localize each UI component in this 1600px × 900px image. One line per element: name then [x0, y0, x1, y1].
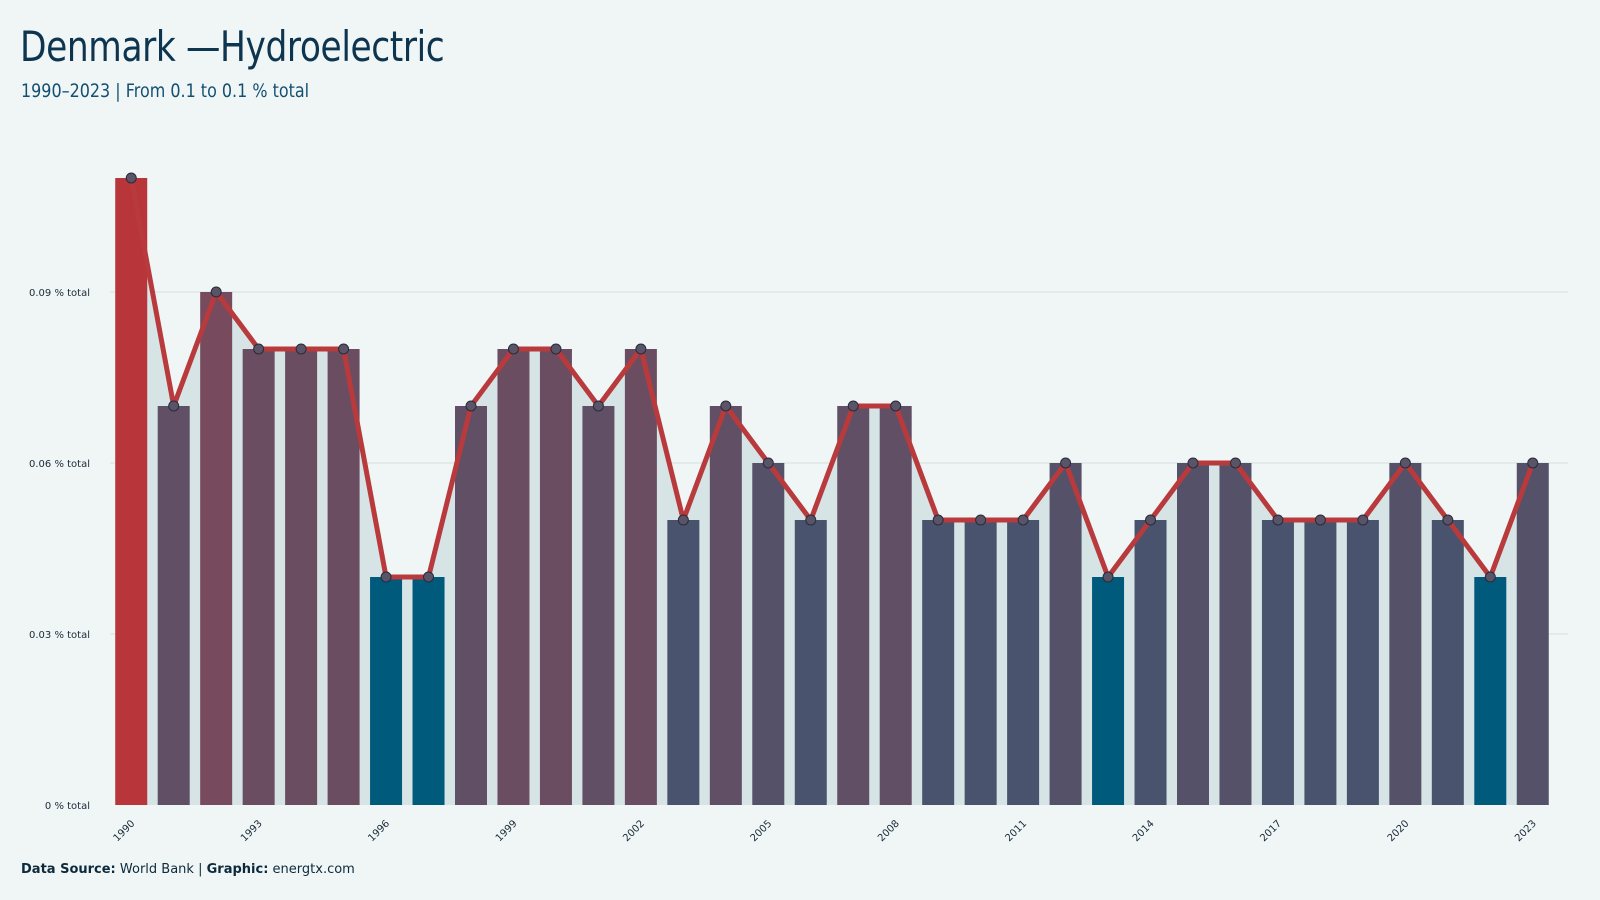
bar-1997	[412, 577, 445, 805]
point-1998	[465, 400, 477, 412]
x-tick-label: 2005	[749, 818, 775, 844]
source-label: Data Source:	[21, 862, 116, 877]
bar-1999	[497, 349, 530, 805]
point-1993	[253, 343, 265, 355]
point-2003	[677, 514, 689, 526]
point-2023	[1527, 457, 1539, 469]
point-2000	[550, 343, 562, 355]
point-2010	[975, 514, 987, 526]
point-2011	[1017, 514, 1029, 526]
bar-2019	[1346, 520, 1379, 805]
point-2022	[1484, 571, 1496, 583]
point-1994	[295, 343, 307, 355]
bar-2013	[1092, 577, 1125, 805]
point-2006	[805, 514, 817, 526]
graphic-label: Graphic:	[206, 862, 269, 877]
bar-2000	[539, 349, 572, 805]
bar-2023	[1516, 463, 1549, 805]
bar-2020	[1389, 463, 1422, 805]
y-tick-label: 0.03 % total	[29, 630, 90, 641]
point-2005	[762, 457, 774, 469]
graphic-value: energtx.com	[272, 862, 355, 877]
bar-2009	[922, 520, 955, 805]
point-2004	[720, 400, 732, 412]
x-axis-ticks: 1990 1993 1996 1999 2002 2005 2008 2011 2014 2017…	[112, 818, 1539, 844]
point-2019	[1357, 514, 1369, 526]
point-2008	[890, 400, 902, 412]
x-tick-label: 1990	[112, 818, 138, 844]
bar-1990	[115, 178, 148, 805]
bar-2007	[837, 406, 870, 805]
point-2021	[1442, 514, 1454, 526]
bar-2017	[1261, 520, 1294, 805]
bars	[115, 178, 1549, 805]
footer-separator: |	[198, 862, 203, 877]
x-tick-label: 2008	[876, 818, 902, 844]
x-tick-label: 2002	[621, 818, 647, 844]
bar-2022	[1474, 577, 1507, 805]
point-2018	[1314, 514, 1326, 526]
point-2002	[635, 343, 647, 355]
point-1996	[380, 571, 392, 583]
series-points	[125, 172, 1539, 583]
bar-2010	[964, 520, 997, 805]
x-tick-label: 2014	[1131, 818, 1157, 844]
x-tick-label: 1993	[239, 818, 265, 844]
y-tick-label: 0.06 % total	[29, 459, 90, 470]
bar-2021	[1431, 520, 1464, 805]
bar-2004	[709, 406, 742, 805]
bar-2018	[1304, 520, 1337, 805]
point-2016	[1229, 457, 1241, 469]
x-tick-label: 1999	[494, 818, 520, 844]
point-2015	[1187, 457, 1199, 469]
point-2007	[847, 400, 859, 412]
bar-2015	[1177, 463, 1209, 805]
x-tick-label: 2017	[1258, 818, 1284, 844]
bar-1994	[285, 349, 318, 805]
source-value: World Bank	[119, 862, 194, 877]
bar-1993	[242, 349, 275, 805]
x-tick-label: 2023	[1513, 818, 1539, 844]
bar-2008	[879, 406, 912, 805]
bar-2012	[1049, 463, 1082, 805]
point-1991	[168, 400, 180, 412]
point-1995	[338, 343, 350, 355]
bar-1996	[370, 577, 403, 805]
point-2014	[1145, 514, 1157, 526]
x-tick-label: 2011	[1003, 818, 1029, 844]
point-2009	[932, 514, 944, 526]
bar-1995	[327, 349, 360, 805]
bar-1991	[157, 406, 190, 805]
bar-1992	[200, 292, 233, 805]
point-1990	[125, 172, 137, 184]
x-tick-label: 1996	[366, 818, 392, 844]
x-tick-label: 2020	[1386, 818, 1412, 844]
bar-2002	[624, 349, 657, 805]
y-tick-label: 0.09 % total	[29, 288, 90, 299]
point-2012	[1060, 457, 1072, 469]
series-line	[128, 177, 1536, 580]
bar-2016	[1219, 463, 1252, 805]
footer: Data Source: World Bank | Graphic: energ…	[21, 862, 355, 877]
bar-2011	[1007, 520, 1040, 805]
y-axis-ticks: 0 % total 0.03 % total 0.06 % total 0.09 % …	[29, 288, 90, 812]
bar-2014	[1134, 520, 1167, 805]
bar-2003	[667, 520, 700, 805]
point-2020	[1399, 457, 1411, 469]
bar-1998	[455, 406, 487, 805]
point-2001	[592, 400, 604, 412]
point-2013	[1102, 571, 1114, 583]
bar-2001	[582, 406, 615, 805]
point-1992	[210, 286, 222, 298]
chart-title: Denmark —Hydroelectric	[20, 22, 445, 71]
bar-2005	[752, 463, 785, 805]
point-1999	[507, 343, 519, 355]
y-tick-label: 0 % total	[45, 801, 90, 812]
chart-subtitle: 1990–2023 | From 0.1 to 0.1 % total	[21, 80, 310, 102]
bar-2006	[794, 520, 827, 805]
point-1997	[423, 571, 435, 583]
point-2017	[1272, 514, 1284, 526]
